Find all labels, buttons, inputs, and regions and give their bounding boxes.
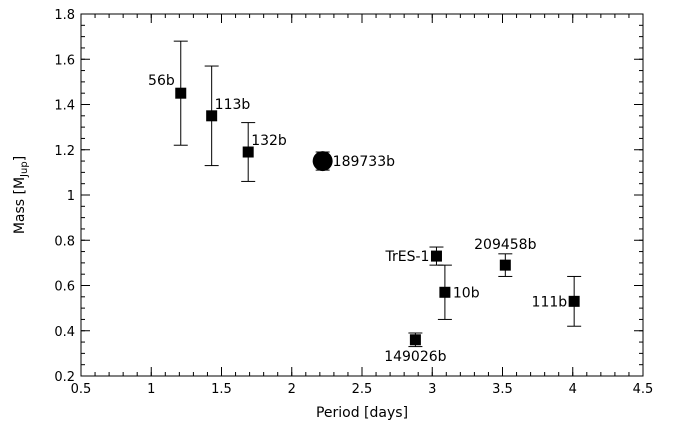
point-label: 113b [215,97,251,113]
point-label: 56b [148,73,175,89]
data-point-tres-1: TrES-1 [385,246,444,266]
axes: 0.5 1 1.5 2 2.5 3 3.5 4 4.5 0.2 0.4 0.6 0.8 1 1.2 1.4 1… [12,8,653,421]
x-axis-label: Period [days] [316,405,408,421]
y-tick-label: 1.4 [54,99,75,114]
data-point-56b: 56b [148,40,188,146]
x-tick-label: 1.5 [211,382,232,397]
y-tick-label: 0.6 [54,280,75,295]
marker-square [439,286,451,298]
x-tick-label: 1 [147,382,155,397]
marker-square [499,259,511,271]
marker-square [409,334,421,346]
y-axis-label: Mass [MJup] [12,156,30,234]
point-label: 132b [251,133,287,149]
x-tick-label: 2 [288,382,296,397]
point-label: 189733b [333,154,395,170]
data-points: 56b 113b 132b 189733b TrES-1 10b 209458b 111b 14… [148,40,582,365]
plot-frame [80,13,644,377]
y-tick-label: 0.4 [54,325,75,340]
y-axis-label-suffix: ] [12,156,28,161]
y-tick-label: 1 [67,189,75,204]
marker-square [206,110,218,122]
point-label: 10b [453,285,480,301]
data-point-113b: 113b [204,65,251,167]
y-axis-label-main: Mass [M [12,177,28,234]
y-tick-label: 1.6 [54,53,75,68]
x-tick-label: 3 [428,382,436,397]
x-tick-label: 3.5 [492,382,513,397]
x-tick-label: 2.5 [352,382,373,397]
marker-circle [312,151,333,172]
marker-square [242,146,254,158]
point-label: TrES-1 [385,249,430,265]
data-point-10b: 10b [437,264,480,320]
x-axis-ticks: 0.5 1 1.5 2 2.5 3 3.5 4 4.5 [71,14,654,397]
marker-square [430,250,442,262]
point-label: 111b [532,294,568,310]
data-point-149026b: 149026b [384,332,447,365]
y-tick-label: 1.8 [54,8,75,23]
marker-square [568,295,580,307]
data-point-111b: 111b [532,275,582,327]
x-tick-label: 4.5 [633,382,654,397]
point-label: 149026b [384,349,446,365]
y-tick-label: 0.2 [54,370,75,385]
data-point-132b: 132b [241,122,287,182]
data-point-189733b: 189733b [312,151,395,172]
marker-square [175,87,187,99]
y-axis-ticks: 0.2 0.4 0.6 0.8 1 1.2 1.4 1.6 1.8 [54,8,643,385]
x-tick-label: 4 [569,382,577,397]
y-tick-label: 1.2 [54,144,75,159]
y-axis-label-subscript: Jup [19,161,30,178]
data-point-209458b: 209458b [474,237,537,277]
point-label: 209458b [474,237,536,253]
y-tick-label: 0.8 [54,234,75,249]
x-tick-label: 0.5 [71,382,92,397]
